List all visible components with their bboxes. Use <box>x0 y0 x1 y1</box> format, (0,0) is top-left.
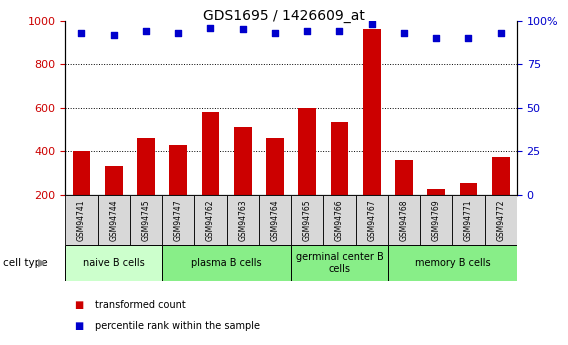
Text: memory B cells: memory B cells <box>415 258 490 268</box>
Point <box>303 28 312 34</box>
FancyBboxPatch shape <box>259 195 291 245</box>
FancyBboxPatch shape <box>291 245 388 281</box>
Text: germinal center B
cells: germinal center B cells <box>295 252 383 274</box>
Bar <box>105 166 123 195</box>
Text: GSM94763: GSM94763 <box>238 199 247 241</box>
Text: percentile rank within the sample: percentile rank within the sample <box>95 321 260 331</box>
Text: GSM94765: GSM94765 <box>303 199 312 241</box>
Text: GSM94766: GSM94766 <box>335 199 344 241</box>
Bar <box>460 183 477 195</box>
Bar <box>492 157 509 195</box>
Text: ■: ■ <box>74 321 83 331</box>
Text: GSM94741: GSM94741 <box>77 199 86 241</box>
Point <box>206 25 215 30</box>
FancyBboxPatch shape <box>98 195 130 245</box>
Text: GSM94744: GSM94744 <box>109 199 118 241</box>
Text: GSM94745: GSM94745 <box>141 199 151 241</box>
FancyBboxPatch shape <box>162 245 291 281</box>
Bar <box>298 108 316 195</box>
Text: ■: ■ <box>74 300 83 310</box>
Bar <box>137 138 155 195</box>
Text: ▶: ▶ <box>39 258 47 268</box>
FancyBboxPatch shape <box>388 195 420 245</box>
Bar <box>427 189 445 195</box>
Point <box>238 27 247 32</box>
FancyBboxPatch shape <box>65 195 98 245</box>
Bar <box>395 160 413 195</box>
FancyBboxPatch shape <box>420 195 452 245</box>
Text: GSM94747: GSM94747 <box>174 199 183 241</box>
FancyBboxPatch shape <box>162 195 194 245</box>
Bar <box>169 145 187 195</box>
Point <box>432 36 441 41</box>
Text: cell type: cell type <box>3 258 48 268</box>
Point <box>109 32 118 37</box>
Text: GSM94764: GSM94764 <box>270 199 279 241</box>
Point <box>77 30 86 36</box>
Point <box>335 28 344 34</box>
Point <box>270 30 279 36</box>
Text: GSM94762: GSM94762 <box>206 199 215 241</box>
FancyBboxPatch shape <box>388 245 517 281</box>
FancyBboxPatch shape <box>130 195 162 245</box>
Point <box>399 30 408 36</box>
Text: GSM94771: GSM94771 <box>464 199 473 241</box>
Text: GSM94769: GSM94769 <box>432 199 441 241</box>
Bar <box>73 151 90 195</box>
Text: transformed count: transformed count <box>95 300 186 310</box>
Point <box>496 30 506 36</box>
Point <box>464 36 473 41</box>
Bar <box>234 127 252 195</box>
Point <box>141 28 151 34</box>
Bar <box>266 138 284 195</box>
Point <box>367 21 376 27</box>
Point <box>174 30 183 36</box>
Text: GSM94767: GSM94767 <box>367 199 376 241</box>
Text: GSM94768: GSM94768 <box>399 199 408 241</box>
FancyBboxPatch shape <box>291 195 323 245</box>
Text: plasma B cells: plasma B cells <box>191 258 262 268</box>
Bar <box>331 122 348 195</box>
Text: GSM94772: GSM94772 <box>496 199 506 241</box>
Bar <box>363 29 381 195</box>
FancyBboxPatch shape <box>65 245 162 281</box>
FancyBboxPatch shape <box>452 195 485 245</box>
FancyBboxPatch shape <box>323 195 356 245</box>
FancyBboxPatch shape <box>194 195 227 245</box>
FancyBboxPatch shape <box>485 195 517 245</box>
FancyBboxPatch shape <box>227 195 259 245</box>
Bar <box>202 112 219 195</box>
Text: GDS1695 / 1426609_at: GDS1695 / 1426609_at <box>203 9 365 23</box>
FancyBboxPatch shape <box>356 195 388 245</box>
Text: naive B cells: naive B cells <box>83 258 145 268</box>
